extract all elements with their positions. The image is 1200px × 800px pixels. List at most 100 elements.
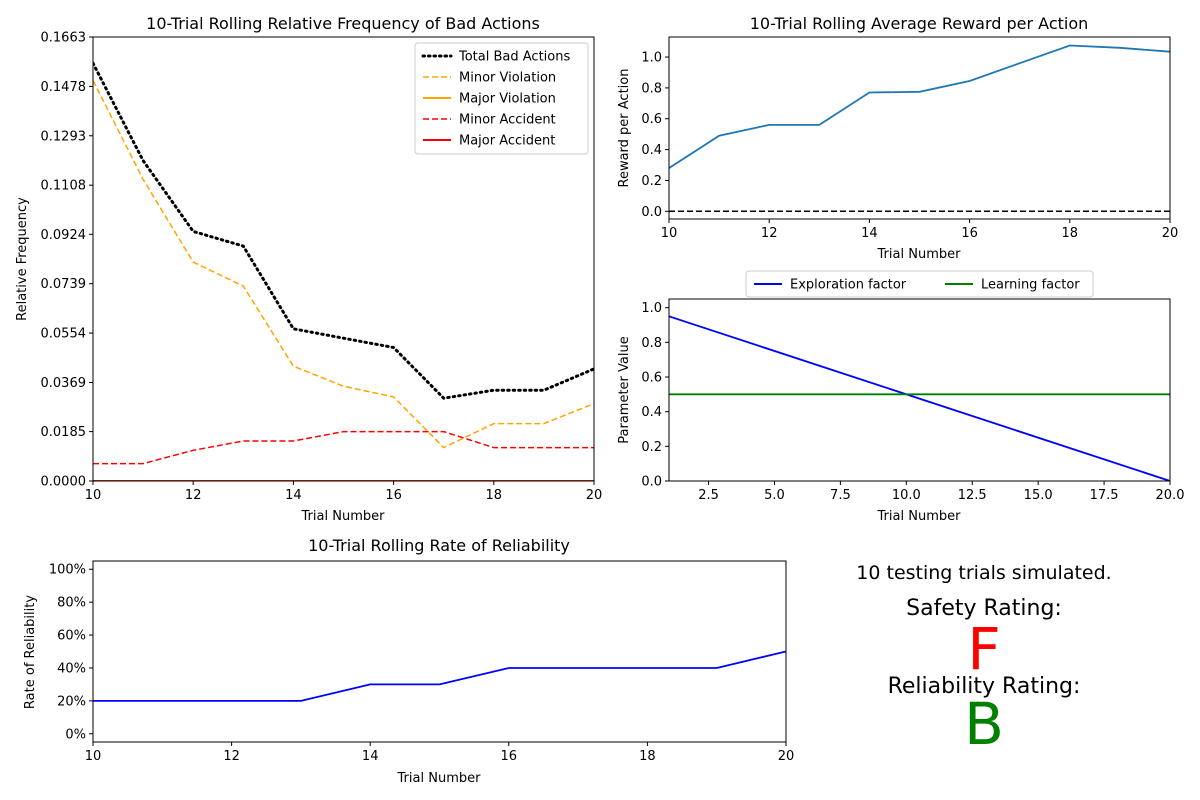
reliability-rating-grade: B — [964, 690, 1004, 758]
chart-reward: 10-Trial Rolling Average Reward per Acti… — [617, 14, 1178, 262]
y-tick-label: 0.1108 — [41, 179, 87, 194]
y-tick-label: 0% — [65, 727, 86, 742]
safety-rating-grade: F — [967, 615, 1000, 683]
chart-title: 10-Trial Rolling Relative Frequency of B… — [146, 14, 540, 33]
reliability-rating-label: Reliability Rating: — [888, 674, 1081, 699]
legend-entry: Major Accident — [459, 134, 555, 149]
x-tick-label: 14 — [362, 749, 379, 764]
plot-area — [669, 44, 1170, 169]
plot-area — [93, 650, 786, 702]
y-tick-label: 0.4 — [641, 143, 662, 158]
x-tick-label: 15.0 — [1024, 488, 1053, 503]
y-tick-label: 0.0185 — [41, 425, 87, 440]
x-tick-label: 10 — [85, 749, 102, 764]
y-tick-label: 0.0000 — [41, 475, 87, 490]
x-tick-label: 16 — [961, 226, 978, 241]
series-line-total-bad-actions — [93, 61, 594, 400]
y-tick-label: 0.0369 — [41, 376, 87, 391]
chart-title: 10-Trial Rolling Average Reward per Acti… — [750, 14, 1089, 33]
x-tick-label: 10 — [85, 488, 102, 503]
axes-frame — [92, 560, 787, 743]
series-line-0 — [669, 44, 1170, 169]
legend-entry: Exploration factor — [790, 278, 907, 293]
y-tick-label: 0.0 — [641, 475, 662, 490]
y-tick-label: 1.0 — [641, 301, 662, 316]
x-tick-label: 12 — [761, 226, 778, 241]
x-tick-label: 18 — [639, 749, 656, 764]
x-tick-label: 18 — [486, 488, 503, 503]
trials-simulated-text: 10 testing trials simulated. — [856, 562, 1111, 584]
y-tick-label: 20% — [57, 694, 86, 709]
x-tick-label: 2.5 — [698, 488, 719, 503]
y-axis-label: Parameter Value — [617, 336, 632, 443]
legend: Total Bad Actions Minor Violation Major Vi… — [414, 42, 589, 155]
legend-entry: Learning factor — [981, 278, 1080, 293]
axes-frame — [668, 298, 1171, 482]
x-tick-label: 20 — [1162, 226, 1179, 241]
chart-title: 10-Trial Rolling Rate of Reliability — [308, 536, 570, 555]
y-tick-label: 40% — [57, 661, 86, 676]
y-tick-label: 0.4 — [641, 405, 662, 420]
x-tick-label: 12.5 — [958, 488, 987, 503]
x-tick-label: 7.5 — [830, 488, 851, 503]
x-tick-label: 17.5 — [1090, 488, 1119, 503]
series-line-minor-accident — [93, 430, 594, 465]
x-tick-label: 10.0 — [892, 488, 921, 503]
y-tick-label: 0.6 — [641, 112, 662, 127]
summary-panel: 10 testing trials simulated. Safety Rati… — [856, 562, 1111, 758]
legend-box — [414, 42, 589, 155]
x-axis-label: Trial Number — [877, 247, 962, 262]
y-axis-label: Reward per Action — [617, 69, 632, 188]
y-tick-label: 0.0739 — [41, 277, 87, 292]
x-tick-label: 20 — [778, 749, 795, 764]
x-tick-label: 16 — [501, 749, 518, 764]
safety-rating-label: Safety Rating: — [906, 596, 1062, 621]
legend: Exploration factor Learning factor — [745, 270, 1094, 298]
x-tick-label: 12 — [185, 488, 202, 503]
y-tick-label: 0.0554 — [41, 327, 87, 342]
x-tick-label: 5.0 — [764, 488, 785, 503]
legend-entry: Major Violation — [459, 92, 556, 107]
x-tick-label: 18 — [1062, 226, 1079, 241]
x-tick-label: 20 — [586, 488, 603, 503]
axes-frame — [92, 36, 595, 482]
legend-entry: Total Bad Actions — [458, 50, 570, 65]
y-tick-label: 0.8 — [641, 336, 662, 351]
x-axis-label: Trial Number — [397, 771, 482, 786]
series-line-exploration-factor — [669, 315, 1170, 481]
y-axis-label: Rate of Reliability — [23, 595, 38, 709]
chart-reliability: 10-Trial Rolling Rate of Reliability Tri… — [23, 536, 794, 786]
x-axis-label: Trial Number — [301, 509, 386, 524]
series-line-0 — [93, 650, 786, 702]
y-tick-label: 0.8 — [641, 81, 662, 96]
y-tick-label: 100% — [49, 563, 86, 578]
plot-area — [669, 315, 1170, 481]
y-tick-label: 0.2 — [641, 440, 662, 455]
axes-frame — [668, 36, 1171, 220]
x-tick-label: 14 — [285, 488, 302, 503]
y-tick-label: 0.0 — [641, 205, 662, 220]
chart-parameters: Trial Number Parameter Value 2.5 5.0 7.5 10… — [617, 270, 1185, 524]
y-tick-label: 0.1478 — [41, 80, 87, 95]
x-tick-label: 14 — [861, 226, 878, 241]
y-tick-label: 80% — [57, 596, 86, 611]
chart-bad-actions: 10-Trial Rolling Relative Frequency of B… — [15, 14, 602, 524]
y-axis-label: Relative Frequency — [15, 197, 30, 321]
series-line-minor-violation — [93, 80, 594, 449]
y-tick-label: 0.6 — [641, 371, 662, 386]
x-tick-label: 12 — [223, 749, 240, 764]
legend-box — [745, 270, 1094, 298]
x-tick-label: 10 — [661, 226, 678, 241]
legend-entry: Minor Violation — [459, 71, 556, 86]
y-tick-label: 60% — [57, 629, 86, 644]
x-tick-label: 20.0 — [1156, 488, 1185, 503]
y-tick-label: 0.2 — [641, 174, 662, 189]
y-tick-label: 0.1293 — [41, 129, 87, 144]
y-tick-label: 0.0924 — [41, 228, 87, 243]
y-tick-label: 1.0 — [641, 51, 662, 66]
x-tick-label: 16 — [385, 488, 402, 503]
x-axis-label: Trial Number — [877, 509, 962, 524]
y-tick-label: 0.1663 — [41, 31, 87, 46]
legend-entry: Minor Accident — [459, 113, 556, 128]
